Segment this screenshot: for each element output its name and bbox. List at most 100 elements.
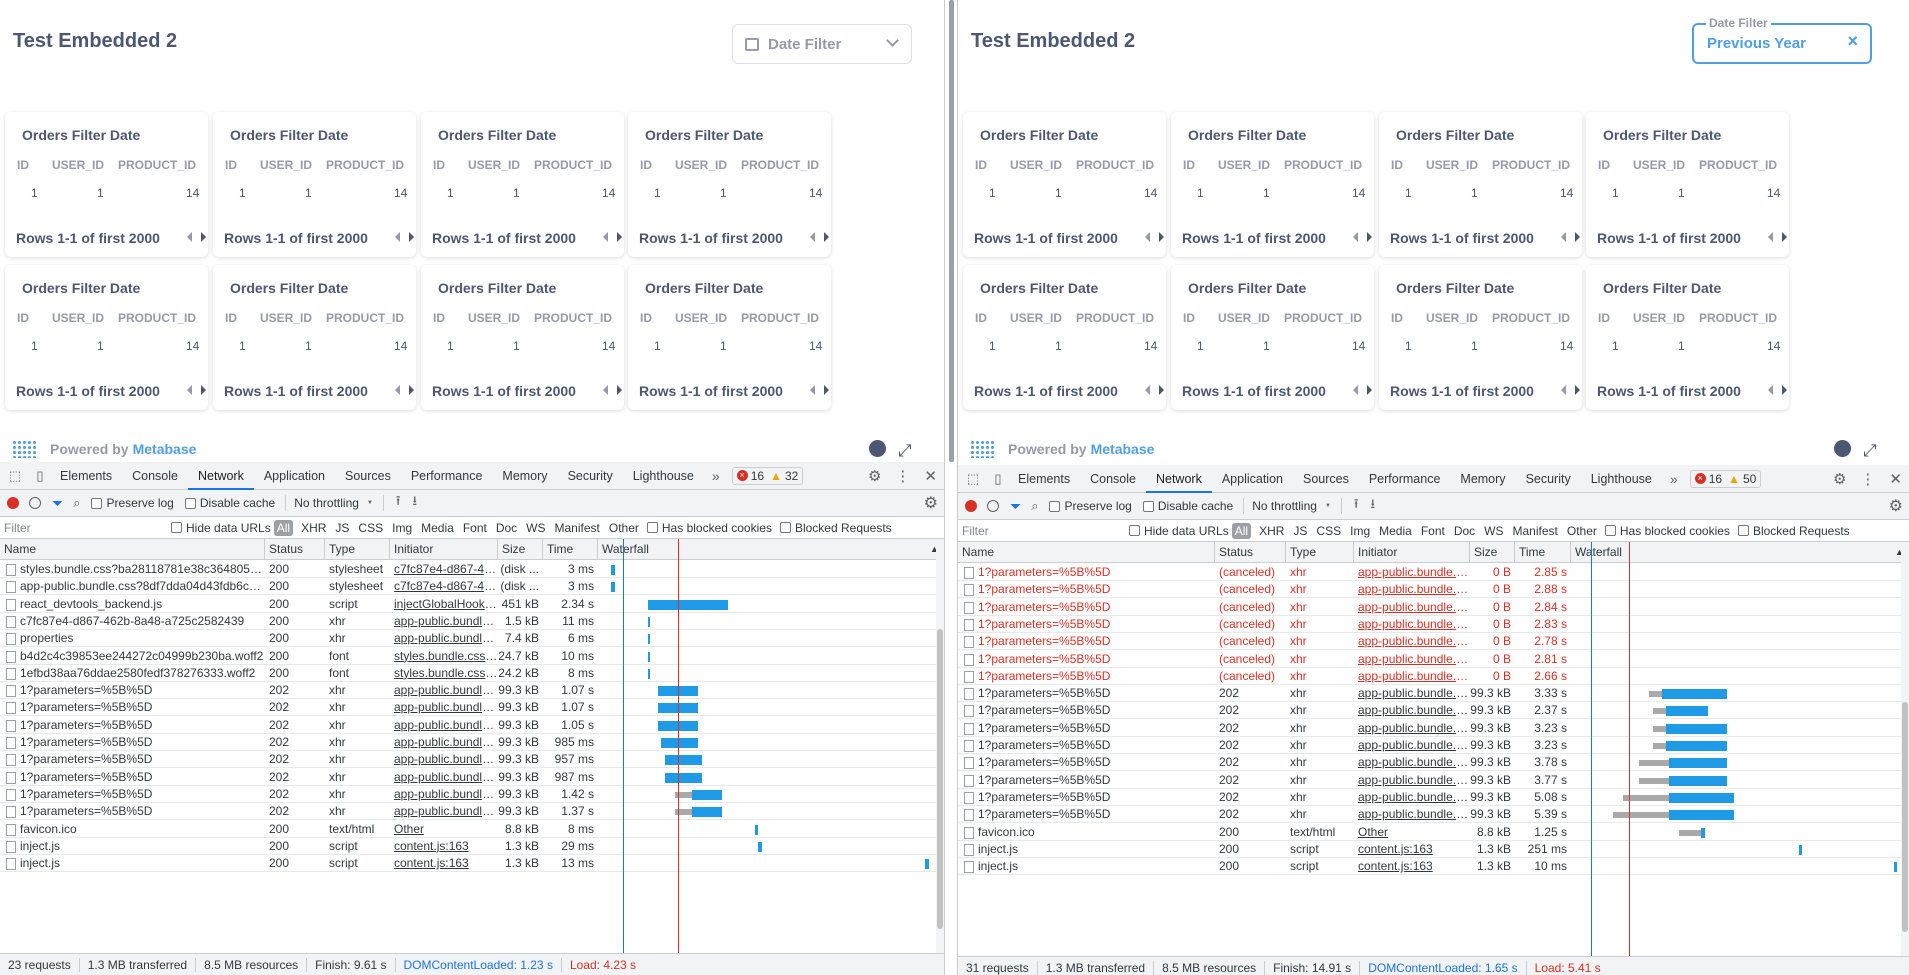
table-row[interactable]: inject.js 200 script content.js:163 1.3 kB 25…: [958, 841, 1909, 858]
cell-initiator[interactable]: content.js:163: [1358, 859, 1433, 874]
column-header[interactable]: ID: [433, 158, 445, 172]
column-header[interactable]: PRODUCT_ID: [1492, 311, 1571, 325]
prev-page-icon[interactable]: [187, 385, 192, 395]
filter-icon[interactable]: ⏷: [52, 494, 64, 511]
table-row[interactable]: 1?parameters=%5B%5D 202 xhr app-public.bund…: [958, 789, 1909, 806]
powered-by-metabase[interactable]: Powered by Metabase: [12, 440, 196, 458]
next-page-icon[interactable]: [201, 385, 206, 395]
tab-network[interactable]: Network: [187, 462, 254, 490]
column-header[interactable]: PRODUCT_ID: [1076, 311, 1155, 325]
dashboard-card[interactable]: Orders Filter Date ID 1 USER_ID 1 PRODUCT_ID 1…: [5, 112, 208, 257]
cell-initiator[interactable]: app-public.bundle.js?...: [1358, 634, 1470, 649]
next-page-icon[interactable]: [824, 232, 829, 242]
filter-type-xhr[interactable]: XHR: [301, 520, 327, 535]
column-header[interactable]: PRODUCT_ID: [534, 158, 613, 172]
prev-page-icon[interactable]: [1561, 232, 1566, 242]
more-tabs-icon[interactable]: »: [1669, 470, 1678, 487]
card-title[interactable]: Orders Filter Date: [438, 280, 557, 296]
cell-initiator[interactable]: app-public.bundle.js?...: [1358, 789, 1470, 804]
close-icon[interactable]: ✕: [1889, 470, 1902, 488]
issues-badge[interactable]: × 16 ▲ 32: [731, 466, 804, 485]
card-title[interactable]: Orders Filter Date: [230, 280, 349, 296]
column-header[interactable]: PRODUCT_ID: [1284, 311, 1363, 325]
cell-initiator[interactable]: app-public.bundle.js...: [394, 735, 498, 749]
cell-initiator[interactable]: app-public.bundle.js?...: [1358, 738, 1470, 752]
column-header[interactable]: ID: [433, 311, 445, 325]
column-header[interactable]: ID: [975, 158, 987, 172]
filter-type-ws[interactable]: WS: [526, 520, 546, 535]
dashboard-card[interactable]: Orders Filter Date ID 1 USER_ID 1 PRODUCT_ID 1…: [5, 265, 208, 410]
table-row[interactable]: b4d2c4c39853ee244272c04999b230ba.woff2 20…: [0, 648, 944, 665]
cell-initiator[interactable]: Other: [1358, 824, 1389, 839]
table-row[interactable]: 1?parameters=%5B%5D (canceled) xhr app-publ…: [958, 616, 1909, 633]
prev-page-icon[interactable]: [395, 232, 400, 242]
search-icon[interactable]: ⌕: [1031, 498, 1039, 513]
disable-cache-checkbox[interactable]: Disable cache: [1142, 499, 1233, 513]
filter-type-other[interactable]: Other: [608, 520, 639, 535]
table-row[interactable]: inject.js 200 script content.js:163 1.3 kB 10…: [958, 858, 1909, 876]
filter-type-img[interactable]: Img: [392, 520, 413, 535]
table-row[interactable]: properties 200 xhr app-public.bundle.js... 7…: [0, 630, 944, 648]
column-header[interactable]: PRODUCT_ID: [326, 158, 405, 172]
cell-initiator[interactable]: app-public.bundle.js?...: [1358, 686, 1470, 701]
filter-type-font[interactable]: Font: [462, 520, 487, 535]
tab-elements[interactable]: Elements: [60, 468, 113, 483]
table-row[interactable]: 1?parameters=%5B%5D 202 xhr app-public.bund…: [0, 751, 944, 769]
filter-type-doc[interactable]: Doc: [495, 520, 518, 535]
table-row[interactable]: 1?parameters=%5B%5D 202 xhr app-public.bund…: [958, 737, 1909, 754]
next-page-icon[interactable]: [1782, 232, 1787, 242]
column-header[interactable]: USER_ID: [1426, 311, 1479, 325]
card-title[interactable]: Orders Filter Date: [230, 127, 349, 143]
clear-icon[interactable]: [987, 500, 999, 512]
table-row[interactable]: 1?parameters=%5B%5D 202 xhr app-public.bund…: [0, 699, 944, 717]
dashboard-card[interactable]: Orders Filter Date ID 1 USER_ID 1 PRODUCT_ID 1…: [213, 112, 416, 257]
search-icon[interactable]: ⌕: [73, 495, 81, 510]
filter-input[interactable]: Filter: [4, 520, 31, 535]
table-row[interactable]: 1?parameters=%5B%5D 202 xhr app-public.bund…: [0, 717, 944, 734]
table-row[interactable]: 1?parameters=%5B%5D 202 xhr app-public.bund…: [958, 720, 1909, 737]
dashboard-card[interactable]: Orders Filter Date ID 1 USER_ID 1 PRODUCT_ID 1…: [421, 112, 624, 257]
table-row[interactable]: 1?parameters=%5B%5D (canceled) xhr app-publ…: [958, 599, 1909, 616]
column-header[interactable]: PRODUCT_ID: [118, 311, 197, 325]
column-header[interactable]: PRODUCT_ID: [534, 311, 613, 325]
table-row[interactable]: 1?parameters=%5B%5D (canceled) xhr app-publ…: [958, 564, 1909, 581]
prev-page-icon[interactable]: [603, 232, 608, 242]
column-header[interactable]: PRODUCT_ID: [1492, 158, 1571, 172]
card-title[interactable]: Orders Filter Date: [645, 280, 764, 296]
filter-type-manifest[interactable]: Manifest: [1512, 523, 1558, 538]
prev-page-icon[interactable]: [810, 385, 815, 395]
dashboard-card[interactable]: Orders Filter Date ID 1 USER_ID 1 PRODUCT_ID 1…: [1379, 265, 1582, 410]
table-row[interactable]: c7fc87e4-d867-462b-8a48-a725c2582439 200 x…: [0, 613, 944, 630]
table-row[interactable]: 1?parameters=%5B%5D 202 xhr app-public.bund…: [0, 803, 944, 821]
next-page-icon[interactable]: [1159, 385, 1164, 395]
blocked-requests-checkbox[interactable]: Blocked Requests: [779, 521, 892, 535]
column-header[interactable]: ID: [975, 311, 987, 325]
table-row[interactable]: 1?parameters=%5B%5D 202 xhr app-public.bund…: [958, 702, 1909, 720]
next-page-icon[interactable]: [824, 385, 829, 395]
column-header[interactable]: PRODUCT_ID: [1699, 311, 1778, 325]
prev-page-icon[interactable]: [1561, 385, 1566, 395]
next-page-icon[interactable]: [617, 232, 622, 242]
next-page-icon[interactable]: [1159, 232, 1164, 242]
tab-sources[interactable]: Sources: [1302, 471, 1349, 486]
cell-initiator[interactable]: Other: [394, 821, 425, 836]
column-header[interactable]: USER_ID: [1426, 158, 1479, 172]
card-title[interactable]: Orders Filter Date: [1396, 127, 1515, 143]
tab-sources[interactable]: Sources: [344, 468, 391, 483]
filter-input[interactable]: Filter: [962, 523, 989, 538]
cell-initiator[interactable]: app-public.bundle.js?...: [1358, 772, 1470, 787]
export-har-icon[interactable]: ⭳: [1370, 496, 1376, 511]
import-har-icon[interactable]: ⭱: [395, 493, 401, 508]
prev-page-icon[interactable]: [1353, 385, 1358, 395]
table-row[interactable]: 1?parameters=%5B%5D (canceled) xhr app-publ…: [958, 668, 1909, 685]
next-page-icon[interactable]: [409, 385, 414, 395]
column-header-status[interactable]: Status: [265, 539, 325, 560]
column-header[interactable]: ID: [1598, 158, 1610, 172]
powered-by-metabase[interactable]: Powered by Metabase: [970, 440, 1154, 458]
next-page-icon[interactable]: [1782, 385, 1787, 395]
hide-data-urls-checkbox[interactable]: Hide data URLs: [1129, 524, 1229, 538]
table-row[interactable]: 1?parameters=%5B%5D 202 xhr app-public.bund…: [0, 769, 944, 786]
cell-initiator[interactable]: app-public.bundle.js...: [394, 752, 498, 767]
column-header[interactable]: ID: [640, 311, 652, 325]
column-header-time[interactable]: Time: [543, 539, 598, 560]
